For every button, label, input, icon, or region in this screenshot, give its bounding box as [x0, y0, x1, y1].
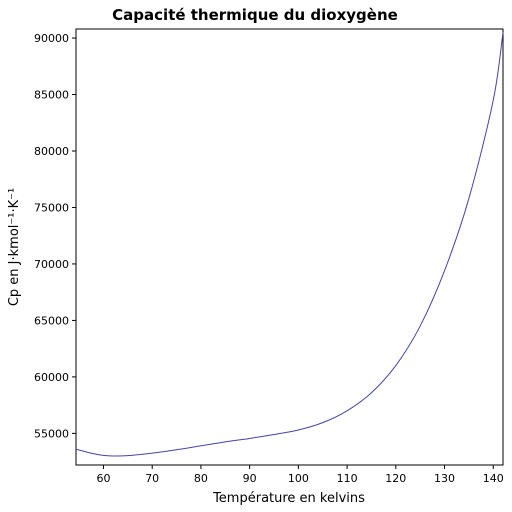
x-tick-label: 90 — [243, 472, 257, 485]
x-tick-label: 100 — [288, 472, 309, 485]
x-tick-label: 70 — [145, 472, 159, 485]
y-tick-label: 60000 — [34, 371, 69, 384]
x-tick-label: 130 — [434, 472, 455, 485]
y-axis: 55000 60000 65000 70000 75000 80000 85000 90000 — [34, 32, 76, 440]
y-tick-label: 90000 — [34, 32, 69, 45]
series-group — [75, 32, 504, 457]
x-tick-label: 80 — [194, 472, 208, 485]
series-line — [75, 32, 504, 457]
y-tick-label: 70000 — [34, 258, 69, 271]
x-tick-label: 110 — [337, 472, 358, 485]
x-axis-label: Température en kelvins — [212, 491, 365, 506]
y-tick-label: 80000 — [34, 145, 69, 158]
y-tick-label: 75000 — [34, 201, 69, 214]
y-tick-label: 55000 — [34, 427, 69, 440]
x-tick-label: 140 — [483, 472, 504, 485]
chart-title: Capacité thermique du dioxygène — [112, 6, 398, 24]
x-axis: 60 70 80 90 100 110 120 130 140 — [96, 465, 504, 485]
x-tick-label: 120 — [385, 472, 406, 485]
y-tick-label: 65000 — [34, 314, 69, 327]
plot-area — [75, 28, 504, 466]
y-tick-label: 85000 — [34, 89, 69, 102]
y-axis-label: Cp en J·kmol⁻¹·K⁻¹ — [7, 188, 22, 306]
x-tick-label: 60 — [96, 472, 110, 485]
